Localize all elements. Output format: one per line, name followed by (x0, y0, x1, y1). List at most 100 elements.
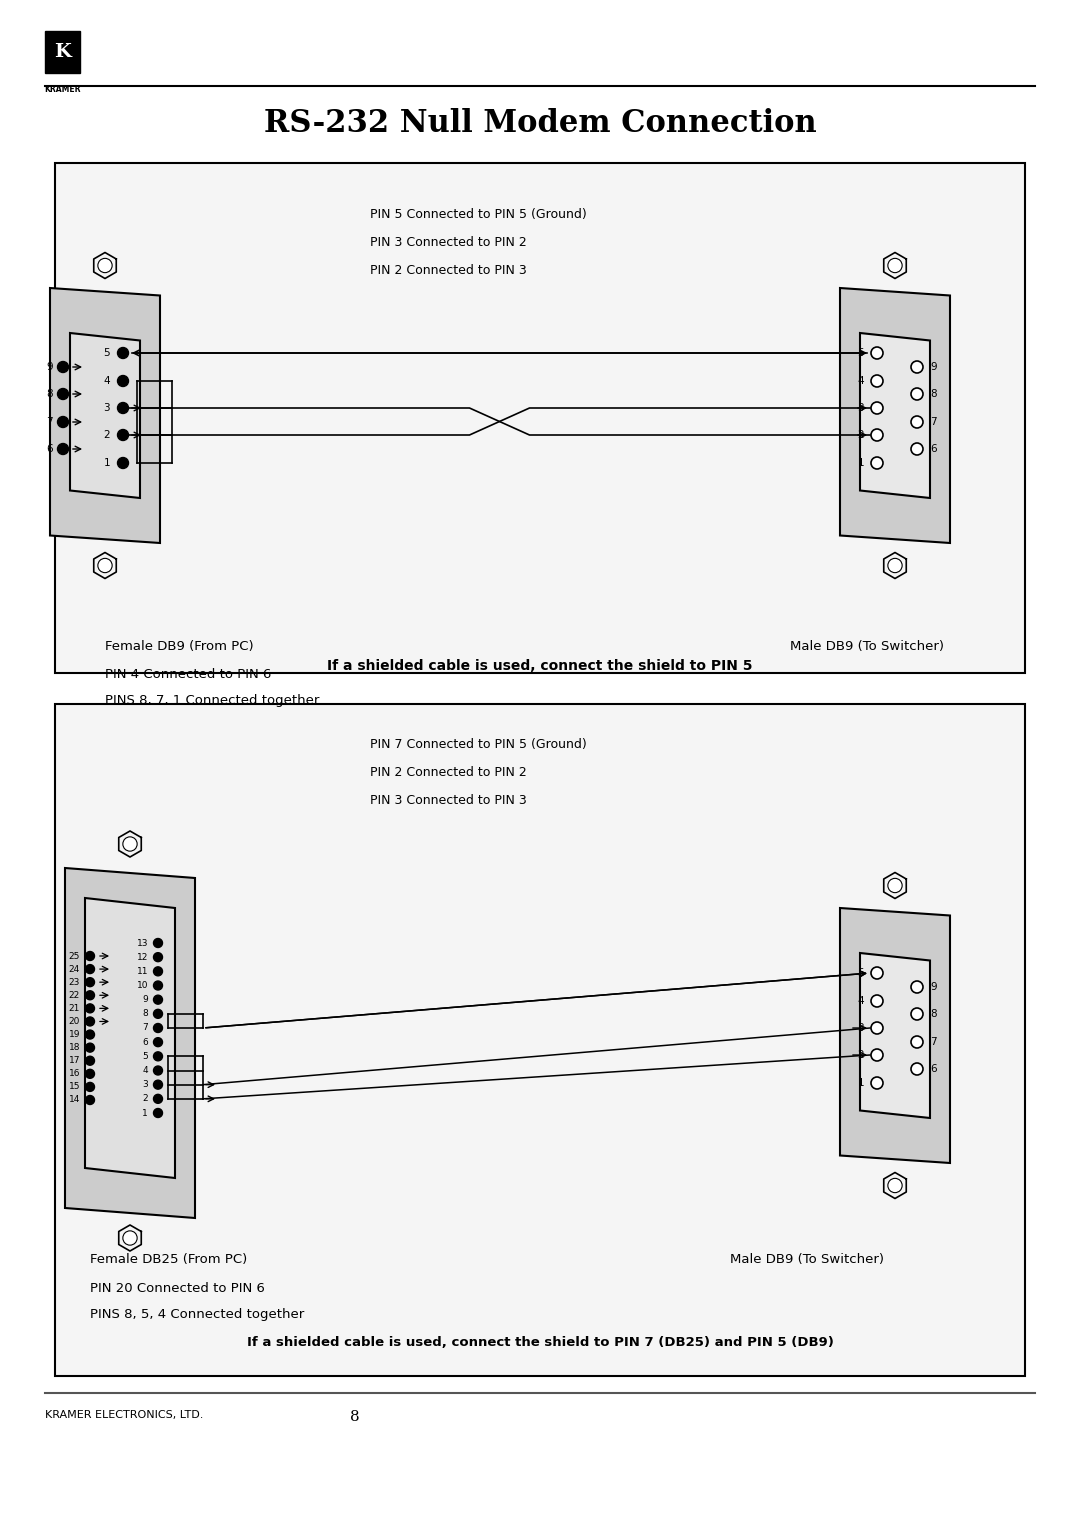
Circle shape (870, 429, 883, 442)
Circle shape (118, 402, 129, 414)
Text: 22: 22 (69, 990, 80, 999)
Text: KRAMER: KRAMER (44, 86, 81, 95)
Text: 10: 10 (136, 981, 148, 990)
FancyBboxPatch shape (55, 704, 1025, 1377)
Text: 5: 5 (143, 1051, 148, 1060)
Circle shape (888, 558, 902, 573)
Circle shape (153, 995, 162, 1004)
Circle shape (57, 362, 68, 373)
Circle shape (870, 374, 883, 387)
Circle shape (912, 443, 923, 455)
Text: Male DB9 (To Switcher): Male DB9 (To Switcher) (789, 640, 944, 652)
Text: 8: 8 (143, 1010, 148, 1018)
Text: If a shielded cable is used, connect the shield to PIN 7 (DB25) and PIN 5 (DB9): If a shielded cable is used, connect the… (246, 1335, 834, 1349)
Circle shape (57, 388, 68, 399)
Text: Male DB9 (To Switcher): Male DB9 (To Switcher) (730, 1253, 885, 1267)
Circle shape (912, 1063, 923, 1076)
Circle shape (153, 1051, 162, 1060)
Circle shape (85, 1082, 95, 1091)
Text: 8: 8 (350, 1410, 360, 1424)
Circle shape (85, 1096, 95, 1105)
Circle shape (85, 952, 95, 961)
Circle shape (153, 1108, 162, 1117)
Circle shape (85, 1044, 95, 1053)
Text: PIN 2 Connected to PIN 2: PIN 2 Connected to PIN 2 (370, 766, 527, 779)
Text: 15: 15 (68, 1082, 80, 1091)
Text: 4: 4 (104, 376, 110, 387)
Circle shape (153, 1067, 162, 1076)
Circle shape (123, 1232, 137, 1245)
Text: 9: 9 (930, 983, 936, 992)
Circle shape (153, 1024, 162, 1033)
Text: 6: 6 (930, 445, 936, 454)
Circle shape (118, 457, 129, 469)
Circle shape (870, 1050, 883, 1060)
Text: K: K (54, 43, 71, 61)
Circle shape (85, 1018, 95, 1025)
Circle shape (870, 457, 883, 469)
Text: 25: 25 (69, 952, 80, 961)
Circle shape (888, 1178, 902, 1193)
Polygon shape (840, 287, 950, 542)
Text: 23: 23 (69, 978, 80, 987)
Circle shape (153, 981, 162, 990)
Circle shape (912, 388, 923, 400)
Circle shape (153, 938, 162, 947)
Text: PIN 3 Connected to PIN 2: PIN 3 Connected to PIN 2 (370, 235, 527, 249)
Text: 14: 14 (69, 1096, 80, 1105)
Text: PIN 7 Connected to PIN 5 (Ground): PIN 7 Connected to PIN 5 (Ground) (370, 738, 586, 750)
Text: If a shielded cable is used, connect the shield to PIN 5: If a shielded cable is used, connect the… (327, 659, 753, 672)
Text: 17: 17 (68, 1056, 80, 1065)
Circle shape (98, 258, 112, 272)
Text: 5: 5 (858, 969, 864, 978)
Circle shape (153, 967, 162, 976)
Text: 6: 6 (46, 445, 53, 454)
Text: 21: 21 (69, 1004, 80, 1013)
Text: 1: 1 (858, 1077, 864, 1088)
Text: 2: 2 (858, 1050, 864, 1060)
Text: 3: 3 (858, 1024, 864, 1033)
Circle shape (57, 443, 68, 454)
Circle shape (118, 429, 129, 440)
Text: 1: 1 (104, 458, 110, 468)
Text: Female DB9 (From PC): Female DB9 (From PC) (105, 640, 254, 652)
Circle shape (57, 417, 68, 428)
Text: 12: 12 (137, 952, 148, 961)
Polygon shape (85, 898, 175, 1178)
Text: 1: 1 (143, 1108, 148, 1117)
Circle shape (870, 967, 883, 979)
Text: 24: 24 (69, 964, 80, 973)
FancyBboxPatch shape (55, 163, 1025, 672)
Text: PINS 8, 5, 4 Connected together: PINS 8, 5, 4 Connected together (90, 1308, 305, 1322)
Circle shape (153, 952, 162, 961)
Text: Female DB25 (From PC): Female DB25 (From PC) (90, 1253, 247, 1267)
Text: PIN 4 Connected to PIN 6: PIN 4 Connected to PIN 6 (105, 668, 271, 681)
Circle shape (123, 837, 137, 851)
Text: PIN 20 Connected to PIN 6: PIN 20 Connected to PIN 6 (90, 1282, 265, 1296)
Circle shape (85, 964, 95, 973)
Circle shape (85, 978, 95, 987)
Text: 6: 6 (930, 1063, 936, 1074)
Circle shape (912, 1036, 923, 1048)
Text: RS-232 Null Modem Connection: RS-232 Null Modem Connection (264, 107, 816, 139)
Text: 9: 9 (930, 362, 936, 371)
Circle shape (98, 558, 112, 573)
Circle shape (912, 1008, 923, 1021)
Text: 6: 6 (143, 1038, 148, 1047)
Text: 5: 5 (104, 348, 110, 358)
Polygon shape (65, 868, 195, 1218)
Text: 1: 1 (858, 458, 864, 468)
Circle shape (870, 1077, 883, 1089)
Circle shape (912, 361, 923, 373)
Circle shape (888, 879, 902, 892)
Circle shape (85, 1004, 95, 1013)
Circle shape (870, 402, 883, 414)
Circle shape (153, 1010, 162, 1018)
Text: 9: 9 (46, 362, 53, 371)
Circle shape (870, 1022, 883, 1034)
Circle shape (85, 990, 95, 999)
Circle shape (85, 1070, 95, 1079)
Circle shape (888, 258, 902, 272)
Circle shape (118, 347, 129, 359)
Polygon shape (860, 333, 930, 498)
